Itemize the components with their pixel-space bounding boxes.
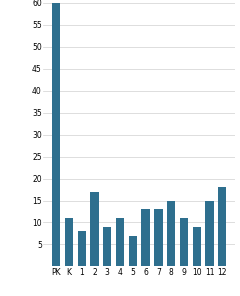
Bar — [103, 227, 111, 266]
Bar — [52, 3, 60, 266]
Bar — [116, 218, 124, 266]
Bar — [65, 218, 73, 266]
Bar — [180, 218, 188, 266]
Bar — [167, 201, 175, 266]
Bar — [154, 209, 162, 266]
Bar — [192, 227, 201, 266]
Bar — [218, 187, 227, 266]
Bar — [205, 201, 214, 266]
Bar — [129, 236, 137, 266]
Bar — [78, 231, 86, 266]
Bar — [90, 192, 99, 266]
Bar — [141, 209, 150, 266]
